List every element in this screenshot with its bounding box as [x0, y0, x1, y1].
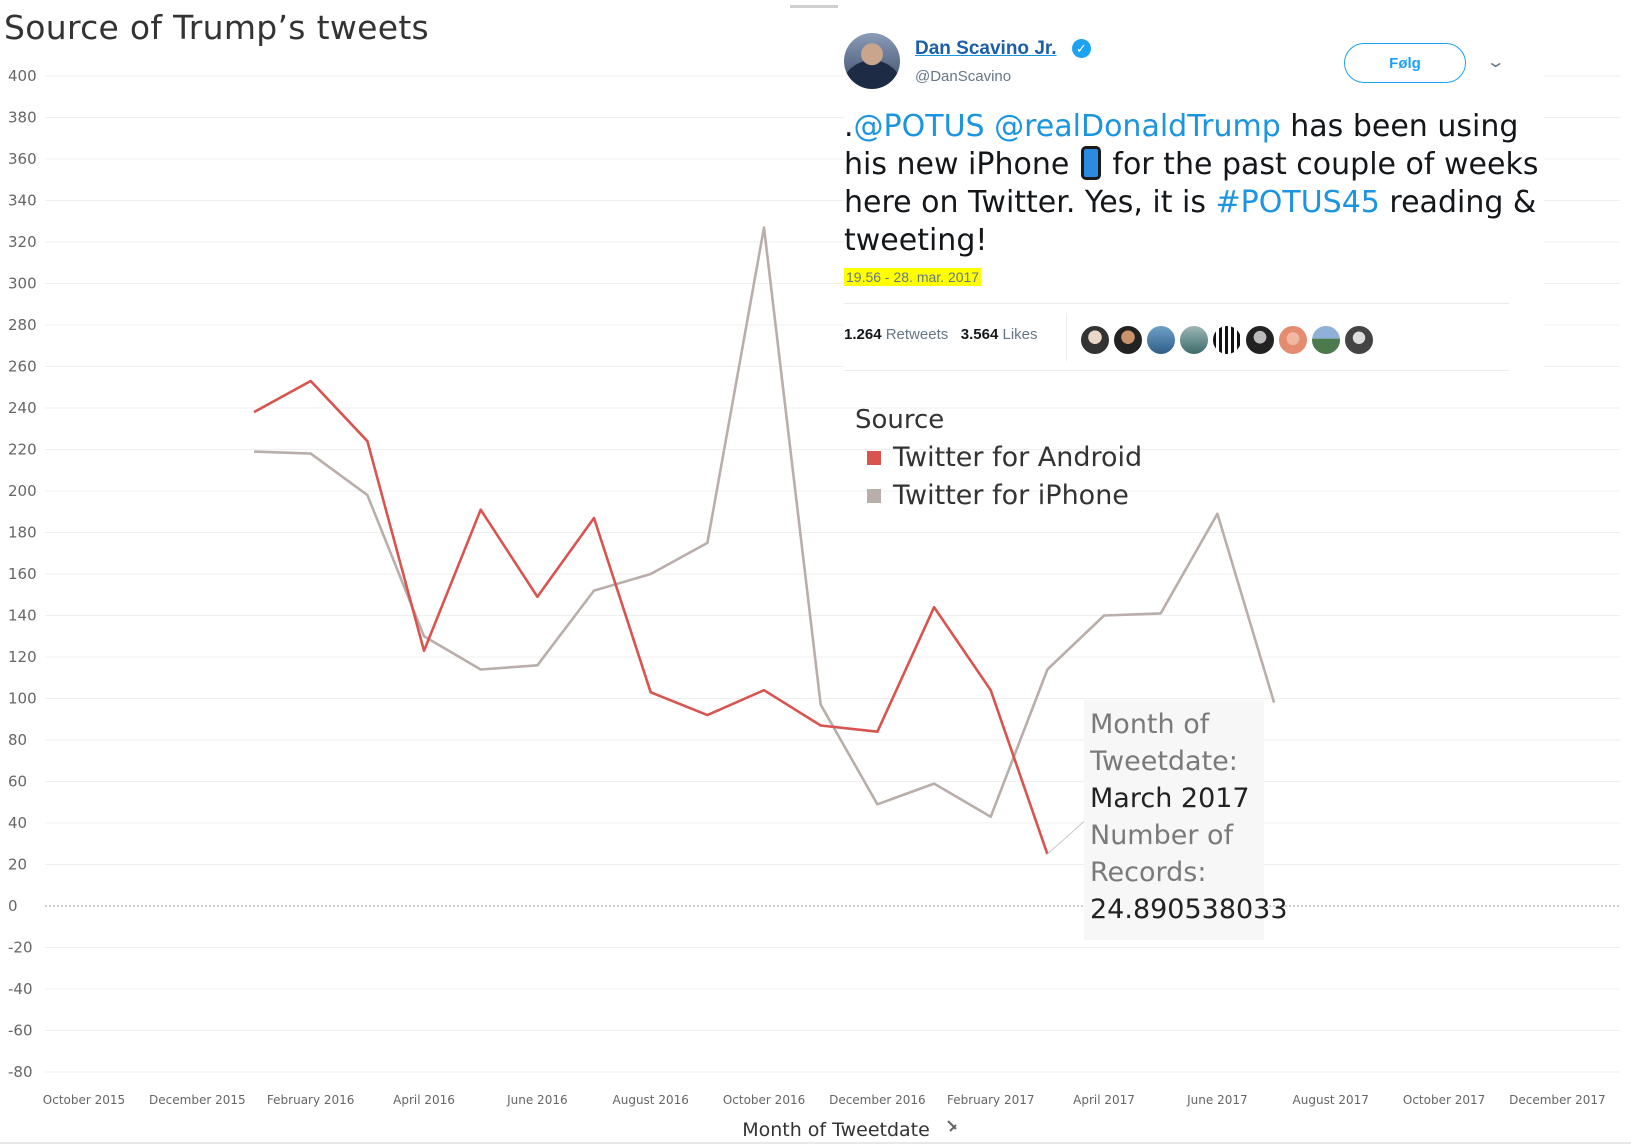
mention-link[interactable]: @POTUS: [854, 109, 985, 144]
y-tick-label: 160: [8, 565, 37, 583]
avatar[interactable]: [1179, 325, 1209, 355]
y-tick-label: 180: [8, 524, 37, 542]
y-tick-label: 220: [8, 441, 37, 459]
legend-label: Twitter for iPhone: [893, 480, 1129, 511]
like-label[interactable]: Likes: [1002, 326, 1037, 343]
y-tick-label: -80: [8, 1063, 33, 1081]
y-tick-label: 140: [8, 607, 37, 625]
avatar[interactable]: [1311, 325, 1341, 355]
tooltip-records-label: Number of Records:: [1090, 820, 1233, 888]
like-count: 3.564: [961, 326, 999, 343]
legend-swatch: [867, 489, 881, 503]
x-tick-label: April 2017: [1073, 1093, 1135, 1107]
y-tick-label: 400: [8, 67, 37, 85]
legend-item-iphone[interactable]: Twitter for iPhone: [855, 477, 1142, 515]
pin-icon: [948, 1121, 956, 1131]
y-tick-label: 380: [8, 109, 37, 127]
mobile-phone-icon: [1081, 146, 1101, 180]
tweet-author-handle[interactable]: @DanScavino: [915, 68, 1011, 85]
y-tick-label: -60: [8, 1022, 33, 1040]
y-tick-label: 40: [8, 814, 27, 832]
y-tick-label: 240: [8, 399, 37, 417]
y-tick-label: 260: [8, 358, 37, 376]
tweet-timestamp[interactable]: 19.56 - 28. mar. 2017: [844, 268, 981, 286]
chart-tooltip: Month of Tweetdate: March 2017 Number of…: [1084, 700, 1264, 940]
x-tick-label: February 2017: [947, 1093, 1035, 1107]
x-tick-label: December 2017: [1509, 1093, 1606, 1107]
legend-label: Twitter for Android: [893, 442, 1142, 473]
avatar[interactable]: [1278, 325, 1308, 355]
tooltip-records-value: 24.890538033: [1090, 894, 1288, 925]
x-tick-label: August 2016: [613, 1093, 689, 1107]
avatar[interactable]: [1344, 325, 1374, 355]
retweet-label[interactable]: Retweets: [886, 326, 949, 343]
divider: [844, 303, 1509, 304]
legend-item-android[interactable]: Twitter for Android: [855, 439, 1142, 477]
embedded-tweet: Dan Scavino Jr. ✓ @DanScavino Følg ⌄ .@P…: [844, 30, 1544, 375]
y-tick-label: 200: [8, 482, 37, 500]
x-tick-label: December 2015: [149, 1093, 246, 1107]
verified-badge-icon: ✓: [1072, 39, 1091, 58]
legend-swatch: [867, 451, 881, 465]
y-tick-label: 340: [8, 192, 37, 210]
y-tick-label: -40: [8, 980, 33, 998]
y-tick-label: 60: [8, 773, 27, 791]
legend: Source Twitter for Android Twitter for i…: [855, 405, 1142, 515]
x-tick-label: February 2016: [267, 1093, 355, 1107]
y-tick-label: 300: [8, 275, 37, 293]
tweet-author-name[interactable]: Dan Scavino Jr.: [915, 38, 1057, 60]
divider: [1066, 313, 1067, 361]
avatar[interactable]: [1080, 325, 1110, 355]
x-tick-label: October 2016: [723, 1093, 805, 1107]
x-axis-title: Month of Tweetdate: [742, 1119, 930, 1141]
legend-title: Source: [855, 405, 1142, 435]
y-tick-label: 360: [8, 150, 37, 168]
mention-link[interactable]: @realDonaldTrump: [994, 109, 1281, 144]
avatar[interactable]: [1113, 325, 1143, 355]
avatar[interactable]: [1146, 325, 1176, 355]
tooltip-leader-line: [1047, 821, 1084, 854]
resize-handle[interactable]: [790, 0, 838, 8]
follow-button[interactable]: Følg: [1344, 43, 1466, 83]
tooltip-month-label: Month of Tweetdate:: [1090, 709, 1238, 777]
y-tick-label: 80: [8, 731, 27, 749]
avatar[interactable]: [1245, 325, 1275, 355]
y-tick-label: 320: [8, 233, 37, 251]
y-tick-label: 100: [8, 690, 37, 708]
x-tick-label: August 2017: [1293, 1093, 1369, 1107]
y-tick-label: 0: [8, 897, 18, 915]
divider: [844, 370, 1509, 371]
hashtag-link[interactable]: #POTUS45: [1216, 185, 1380, 220]
x-tick-label: June 2016: [506, 1093, 568, 1107]
chart-title: Source of Trump’s tweets: [4, 8, 429, 47]
y-tick-label: -20: [8, 939, 33, 957]
avatar[interactable]: [1212, 325, 1242, 355]
avatar[interactable]: [844, 33, 900, 89]
tweet-stats: 1.264 Retweets 3.564 Likes: [844, 326, 1038, 343]
x-tick-label: October 2017: [1403, 1093, 1485, 1107]
x-tick-label: December 2016: [829, 1093, 926, 1107]
x-tick-label: October 2015: [43, 1093, 125, 1107]
y-tick-label: 20: [8, 856, 27, 874]
tooltip-month-value: March 2017: [1090, 783, 1250, 814]
chevron-down-icon[interactable]: ⌄: [1486, 52, 1506, 72]
y-tick-label: 280: [8, 316, 37, 334]
x-tick-label: April 2016: [393, 1093, 455, 1107]
retweet-count: 1.264: [844, 326, 882, 343]
x-tick-label: June 2017: [1186, 1093, 1248, 1107]
tweet-text: .@POTUS @realDonaldTrump has been using …: [844, 108, 1544, 260]
y-tick-label: 120: [8, 648, 37, 666]
